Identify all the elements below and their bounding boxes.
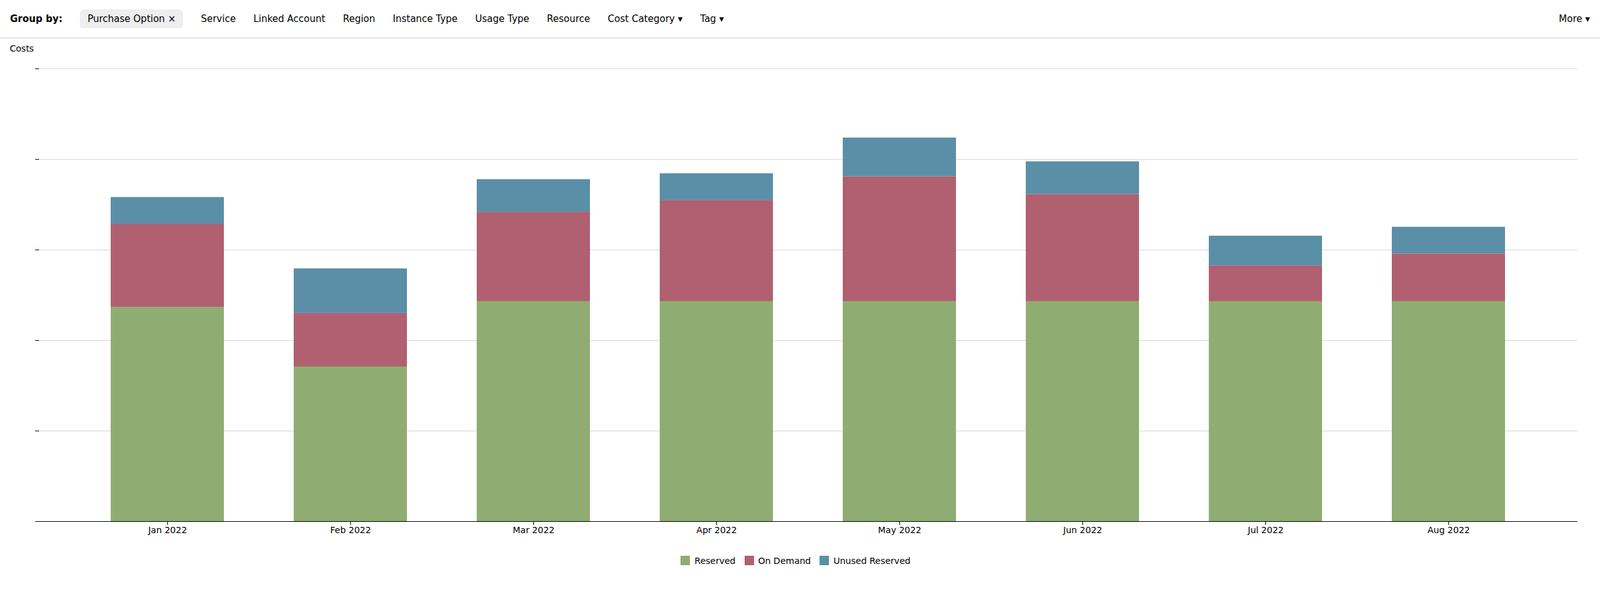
html-text:Linked Account: Linked Account <box>253 13 326 25</box>
svg-text:May 2022: May 2022 <box>877 525 922 536</box>
html-text:Region: Region <box>342 13 376 25</box>
svg-text:Jan 2022: Jan 2022 <box>147 525 188 536</box>
html-text:Tag ▾: Tag ▾ <box>700 13 724 25</box>
html-text:More ▾: More ▾ <box>1558 13 1590 25</box>
html-text:Reserved: Reserved <box>694 555 736 566</box>
svg-text:Costs: Costs <box>10 43 34 54</box>
svg-text:Aug 2022: Aug 2022 <box>1427 525 1470 536</box>
html-text:Unused Reserved: Unused Reserved <box>833 555 911 566</box>
svg-text:Jun 2022: Jun 2022 <box>1062 525 1103 536</box>
html-text:Instance Type: Instance Type <box>392 13 458 25</box>
html-text:Cost Category ▾: Cost Category ▾ <box>607 13 683 25</box>
svg-text:Mar 2022: Mar 2022 <box>512 525 555 536</box>
html-text:Service: Service <box>200 13 236 25</box>
html-text:Purchase Option ×: Purchase Option × <box>87 13 176 25</box>
html-text:Usage Type: Usage Type <box>475 13 530 25</box>
html-text:Resource: Resource <box>546 13 591 25</box>
svg-text:Feb 2022: Feb 2022 <box>330 525 372 536</box>
svg-text:Apr 2022: Apr 2022 <box>696 525 737 536</box>
svg-text:Jul 2022: Jul 2022 <box>1247 525 1284 536</box>
html-text:On Demand: On Demand <box>758 555 811 566</box>
html-text:Group by:: Group by: <box>10 13 63 25</box>
